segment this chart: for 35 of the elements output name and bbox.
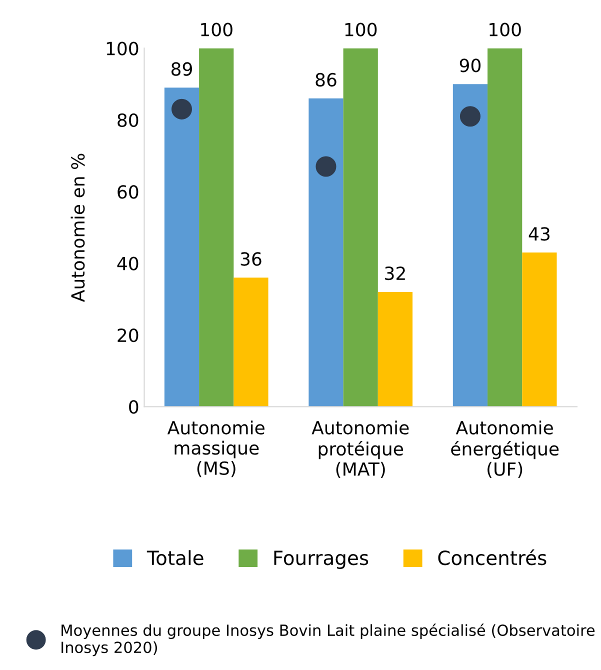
legend-label: Concentrés <box>438 549 546 566</box>
bar <box>308 98 344 407</box>
bar <box>378 292 413 407</box>
legend-label: Moyennes du groupe Inosys Bovin Lait plaine spécialisé (Observatoire Inosys 2020) <box>62 624 595 656</box>
bar <box>488 48 522 407</box>
data-label: 100 <box>345 22 377 36</box>
point <box>460 106 480 127</box>
data-label: 86 <box>316 72 336 87</box>
bar <box>452 84 488 407</box>
point <box>316 156 336 177</box>
x-tick-label: Autonomie énergétique (UF) <box>451 420 559 478</box>
y-axis-title: Autonomie en % <box>70 154 85 302</box>
y-tick-label: 100 <box>106 42 138 56</box>
data-label: 32 <box>385 266 405 280</box>
x-tick-label: Autonomie massique (MS) <box>167 420 264 478</box>
point <box>171 98 192 120</box>
y-tick-label: 40 <box>117 256 138 270</box>
data-label: 43 <box>528 227 550 241</box>
y-tick-label: 0 <box>129 400 138 414</box>
data-label: 100 <box>201 22 232 36</box>
data-label: 100 <box>490 22 521 36</box>
data-label: 36 <box>240 252 262 266</box>
y-tick-label: 60 <box>118 185 138 199</box>
bar <box>522 252 557 407</box>
bar <box>343 48 378 407</box>
data-label: 90 <box>460 58 481 72</box>
bar <box>199 48 234 407</box>
x-tick-label: Autonomie protéique (MAT) <box>312 420 409 478</box>
bar <box>164 88 200 407</box>
data-label: 89 <box>171 62 192 76</box>
legend-label: Fourrages <box>274 550 368 569</box>
legend-label: Totale <box>146 550 204 566</box>
y-tick-label: 20 <box>118 328 138 342</box>
bar <box>234 278 268 407</box>
y-tick-label: 80 <box>118 113 138 128</box>
